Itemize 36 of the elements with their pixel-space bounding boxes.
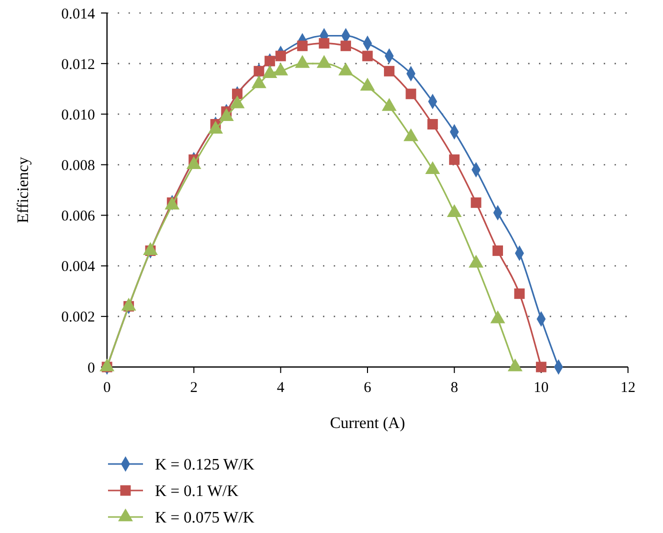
point xyxy=(449,154,460,165)
point xyxy=(427,119,438,130)
y-tick-label: 0.008 xyxy=(61,158,95,174)
point xyxy=(275,50,286,62)
x-tick-label: 6 xyxy=(364,380,372,396)
point xyxy=(232,88,242,100)
y-tick-label: 0.006 xyxy=(61,208,96,225)
y-tick-label: 0 xyxy=(88,360,95,376)
x-tick-label: 0 xyxy=(103,380,111,396)
x-tick-label: 2 xyxy=(190,380,198,396)
point xyxy=(362,50,373,62)
point xyxy=(406,88,416,100)
x-tick-label: 10 xyxy=(534,380,549,396)
y-tick-label: 0.014 xyxy=(61,6,96,22)
point xyxy=(254,66,264,76)
point xyxy=(492,245,503,256)
legend-label: K = 0.1 W/K xyxy=(155,483,239,500)
y-tick-label: 0.004 xyxy=(61,259,96,276)
x-axis-title: Current (A) xyxy=(330,415,406,432)
y-tick-label: 0.012 xyxy=(61,56,95,73)
point xyxy=(514,288,525,299)
point xyxy=(384,66,394,76)
point xyxy=(297,40,308,52)
x-tick-label: 8 xyxy=(450,380,458,396)
legend-label: K = 0.125 W/K xyxy=(155,456,255,474)
x-tick-label: 12 xyxy=(620,380,636,396)
point xyxy=(536,362,546,372)
point xyxy=(470,197,482,208)
y-axis-title: Efficiency xyxy=(15,156,32,224)
point xyxy=(264,56,276,66)
y-tick-label: 0.002 xyxy=(61,310,95,326)
point xyxy=(318,38,330,49)
legend-label: K = 0.075 W/K xyxy=(155,510,255,527)
y-tick-label: 0.010 xyxy=(61,107,95,124)
x-tick-label: 4 xyxy=(276,380,285,396)
point xyxy=(340,40,352,52)
